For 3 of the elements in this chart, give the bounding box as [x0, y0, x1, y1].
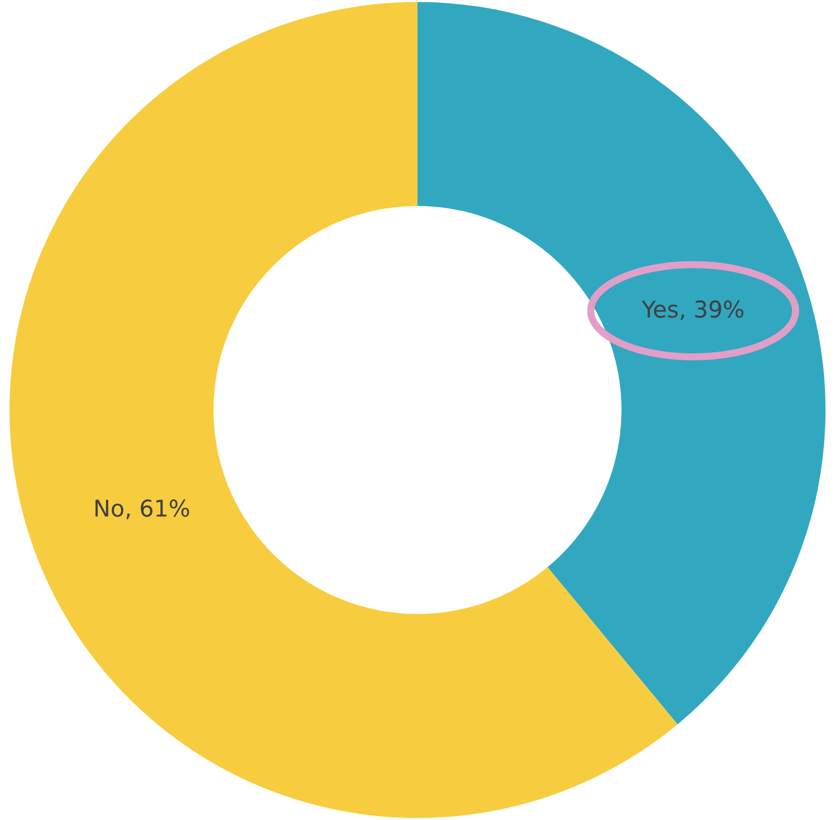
- slice-label: No, 61%: [93, 496, 190, 522]
- donut-slice: [418, 2, 826, 724]
- slice-label: Yes, 39%: [640, 298, 745, 324]
